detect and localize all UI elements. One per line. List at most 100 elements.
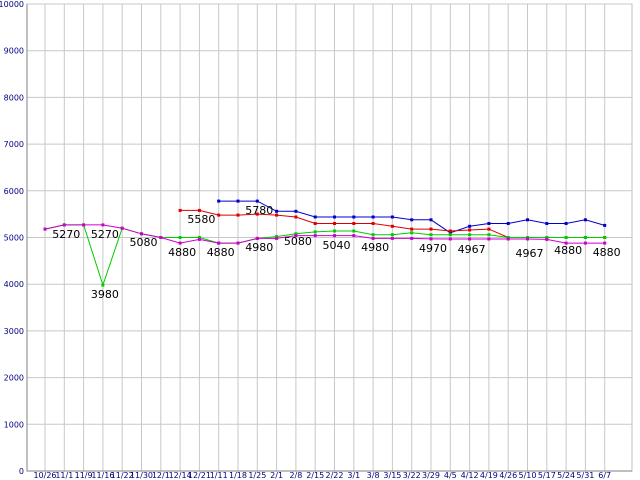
- y-tick-label: 1000: [4, 420, 24, 429]
- series-0-point: [448, 231, 452, 235]
- series-1-point: [275, 213, 279, 217]
- x-tick-label: 12/14: [169, 471, 192, 480]
- data-label: 5270: [52, 228, 80, 241]
- series-3-point: [487, 237, 491, 241]
- x-tick-label: 2/22: [326, 471, 344, 480]
- series-3-point: [82, 223, 86, 227]
- series-0-point: [294, 209, 298, 213]
- series-3-point: [506, 237, 510, 241]
- series-3-point: [545, 237, 549, 241]
- series-1-point: [410, 227, 414, 231]
- series-3-point: [197, 237, 201, 241]
- series-3-point: [101, 223, 105, 227]
- x-tick-label: 3/1: [347, 471, 360, 480]
- x-tick-label: 12/1: [152, 471, 170, 480]
- x-tick-label: 6/7: [598, 471, 611, 480]
- x-tick-label: 11/30: [130, 471, 153, 480]
- series-3-point: [603, 241, 607, 245]
- series-0-point: [410, 218, 414, 222]
- y-tick-label: 4000: [4, 280, 24, 289]
- data-label: 4980: [245, 241, 273, 254]
- series-3-point: [140, 232, 143, 236]
- series-3-point: [275, 236, 279, 240]
- data-label: 5270: [91, 228, 119, 241]
- y-tick-label: 2000: [4, 374, 24, 383]
- series-0-point: [603, 223, 607, 227]
- series-2-point: [178, 236, 182, 239]
- series-0-point: [390, 215, 394, 219]
- series-0-point: [313, 215, 317, 219]
- y-tick-label: 9000: [4, 47, 24, 56]
- series-2-point: [294, 232, 298, 236]
- x-tick-label: 11/1: [55, 471, 73, 480]
- series-2-point: [410, 231, 414, 235]
- series-2-point: [371, 233, 375, 237]
- x-tick-label: 10/26: [33, 471, 56, 480]
- series-0-point: [564, 222, 568, 225]
- series-3-point: [352, 234, 356, 238]
- y-tick-label: 3000: [4, 327, 24, 336]
- series-3-point: [333, 234, 336, 238]
- y-tick-label: 5000: [4, 234, 24, 243]
- series-2-point: [313, 230, 317, 234]
- series-3-point: [313, 234, 317, 238]
- data-labels: 5270 5270 3980 5080 4880 5580 4880 4980 5780 5080…: [52, 204, 620, 301]
- x-tick-label: 3/22: [403, 471, 421, 480]
- x-tick-label: 5/31: [576, 471, 594, 480]
- series-3-point: [526, 237, 529, 241]
- series-3-point: [564, 241, 568, 245]
- series-1-point: [487, 227, 491, 231]
- series-3-point: [429, 237, 433, 241]
- x-tick-label: 4/12: [461, 471, 479, 480]
- series-0-point: [236, 199, 240, 203]
- series-1-point: [217, 213, 221, 217]
- series-2-point: [275, 235, 279, 239]
- series-3-point: [583, 241, 587, 245]
- series-3-point: [62, 223, 66, 227]
- series-3-point: [448, 237, 452, 241]
- x-tick-label: 2/8: [289, 471, 302, 480]
- x-tick-label: 4/26: [499, 471, 517, 480]
- x-tick-label: 1/11: [210, 471, 228, 480]
- series-2-point: [603, 236, 607, 239]
- series-0-point: [217, 199, 221, 203]
- series-1-point: [468, 228, 472, 232]
- series-0-point: [429, 218, 433, 222]
- series-2-point: [487, 233, 491, 237]
- data-label: 4880: [168, 246, 196, 259]
- y-tick-label: 10000: [0, 0, 24, 9]
- series-0-point: [371, 215, 375, 219]
- data-label: 4880: [207, 246, 235, 259]
- series-2-point: [583, 236, 587, 239]
- x-tick-label: 3/29: [422, 471, 440, 480]
- x-tick-label: 5/17: [538, 471, 556, 480]
- x-tick-label: 2/1: [270, 471, 283, 480]
- series-3-point: [236, 241, 240, 245]
- series-2-point: [448, 233, 452, 237]
- series-1-point: [255, 212, 259, 216]
- series-3-point: [159, 236, 163, 239]
- data-label: 4967: [458, 243, 486, 256]
- series-0-point: [275, 209, 279, 213]
- x-tick-label: 11/16: [91, 471, 114, 480]
- data-label: 5080: [284, 235, 312, 248]
- series-2-point: [352, 229, 356, 233]
- x-tick-label: 2/15: [306, 471, 324, 480]
- series-3-point: [43, 227, 47, 231]
- x-tick-label: 3/15: [383, 471, 401, 480]
- series-0-point: [583, 218, 587, 222]
- series-0-point: [255, 199, 259, 203]
- x-tick-label: 4/5: [444, 471, 457, 480]
- series-2-point: [101, 283, 105, 287]
- data-label: 3980: [91, 288, 119, 301]
- series-3-line: [44, 224, 605, 244]
- x-tick-label: 1/18: [229, 471, 247, 480]
- series-0-point: [506, 222, 510, 225]
- data-label: 4967: [516, 247, 544, 260]
- data-label: 4880: [554, 244, 582, 257]
- series-0-point: [487, 222, 491, 225]
- data-label: 5780: [245, 204, 273, 217]
- series-1-point: [448, 229, 452, 233]
- series-2-point: [545, 236, 549, 239]
